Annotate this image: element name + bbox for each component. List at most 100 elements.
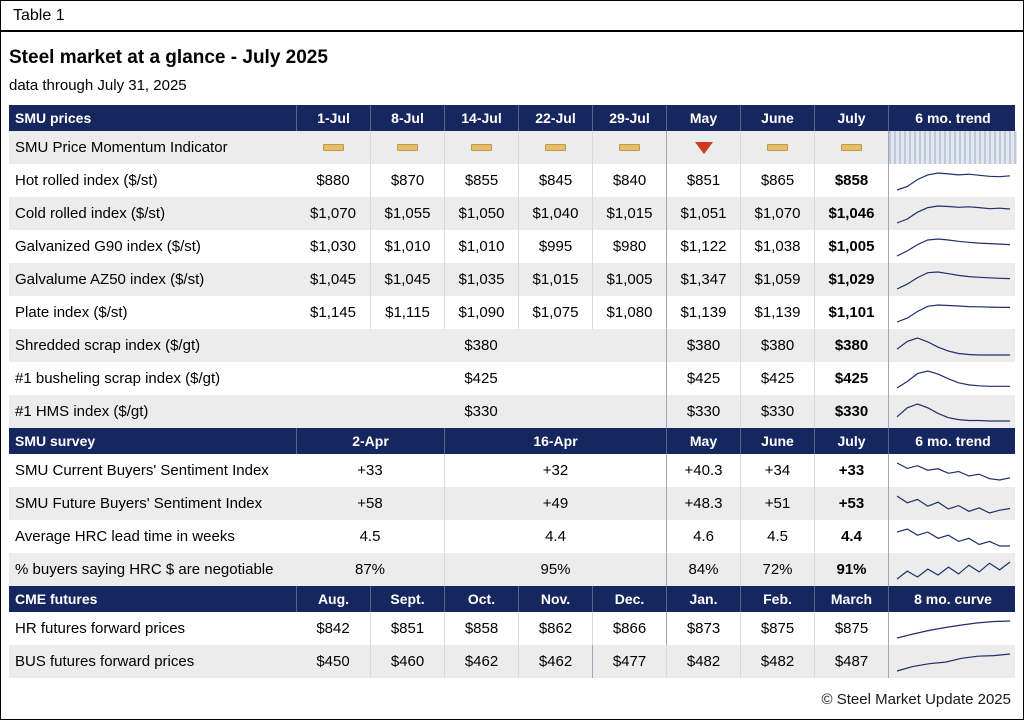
value-cell: +40.3 (666, 454, 740, 487)
value-cell (814, 131, 888, 164)
column-header: June (740, 428, 814, 454)
value-cell: $380 (666, 329, 740, 362)
value-cell: +51 (740, 487, 814, 520)
column-header: 29-Jul (592, 105, 666, 131)
copyright-notice: © Steel Market Update 2025 (821, 691, 1012, 708)
table-row: Galvanized G90 index ($/st) $1,030 $1,010 $… (9, 230, 1015, 263)
trend-cell (888, 362, 1017, 395)
value-cell: $462 (518, 645, 592, 678)
trend-sparkline (896, 270, 1010, 290)
value-cell: $380 (464, 337, 498, 354)
trend-cell (888, 553, 1017, 586)
trend-sparkline (896, 619, 1010, 639)
row-label: HR futures forward prices (15, 620, 186, 637)
column-header: Nov. (518, 586, 592, 612)
column-header: 16-Apr (444, 428, 666, 454)
value-cell: 4.4 (814, 520, 888, 553)
value-cell (296, 131, 370, 164)
value-cell: $1,059 (740, 263, 814, 296)
momentum-flat-icon (619, 144, 640, 151)
table-row: SMU Price Momentum Indicator (9, 131, 1017, 164)
value-cell (370, 131, 444, 164)
column-header: 14-Jul (444, 105, 518, 131)
trend-sparkline (896, 369, 1010, 389)
trend-cell (888, 197, 1017, 230)
trend-cell (888, 230, 1017, 263)
momentum-flat-icon (471, 144, 492, 151)
value-cell: $462 (444, 645, 518, 678)
value-cell: $330 (464, 403, 498, 420)
value-cell: $1,075 (518, 296, 592, 329)
value-cell: $1,005 (814, 230, 888, 263)
value-cell: $450 (316, 653, 350, 670)
value-cell: $1,055 (370, 197, 444, 230)
value-cell: +53 (814, 487, 888, 520)
table-row: #1 HMS index ($/gt) $330 $330 $330 $330 (9, 395, 1015, 428)
momentum-flat-icon (322, 144, 344, 151)
column-header: May (666, 428, 740, 454)
column-header: 8-Jul (370, 105, 444, 131)
value-cell: $330 (740, 395, 814, 428)
column-header: March (814, 586, 888, 612)
value-cell: $1,090 (444, 296, 518, 329)
trend-cell (888, 164, 1017, 197)
momentum-flat-icon (545, 144, 566, 151)
value-cell: $1,010 (370, 230, 444, 263)
table-row: Cold rolled index ($/st) $1,070 $1,055 $1,0… (9, 197, 1015, 230)
table-row: Shredded scrap index ($/gt) $380 $380 $380 $… (9, 329, 1015, 362)
value-cell: $425 (666, 362, 740, 395)
value-cell: $845 (518, 164, 592, 197)
table-row: SMU Current Buyers' Sentiment Index +33 +3… (9, 454, 1015, 487)
value-cell: 4.5 (359, 528, 381, 545)
value-cell: $840 (592, 164, 666, 197)
value-cell: 91% (814, 553, 888, 586)
momentum-flat-icon (841, 144, 862, 151)
value-cell: $1,145 (310, 304, 356, 321)
value-cell: 95% (444, 553, 666, 586)
trend-cell (888, 520, 1017, 553)
table-row: #1 busheling scrap index ($/gt) $425 $425 $… (9, 362, 1015, 395)
row-label: Plate index ($/st) (15, 304, 128, 321)
value-cell: $1,050 (444, 197, 518, 230)
value-cell: $1,080 (592, 296, 666, 329)
value-cell: $858 (814, 164, 888, 197)
trend-column-header: 6 mo. trend (888, 105, 1017, 131)
column-header: June (740, 105, 814, 131)
trend-sparkline (896, 237, 1010, 257)
momentum-down-icon (694, 141, 713, 154)
value-cell: $1,015 (592, 197, 666, 230)
value-cell: +49 (444, 487, 666, 520)
value-cell: $1,035 (444, 263, 518, 296)
column-header: Dec. (592, 586, 666, 612)
trend-cell (888, 263, 1017, 296)
table-row: Plate index ($/st) $1,145 $1,115 $1,090 $1,0… (9, 296, 1015, 329)
page-title: Steel market at a glance - July 2025 (9, 47, 328, 68)
value-cell: $425 (814, 362, 888, 395)
row-label: #1 busheling scrap index ($/gt) (15, 370, 221, 387)
row-label: Galvalume AZ50 index ($/st) (15, 271, 205, 288)
value-cell: $1,046 (814, 197, 888, 230)
page-subtitle: data through July 31, 2025 (9, 77, 187, 94)
value-cell: $477 (592, 645, 666, 678)
column-header: 1-Jul (296, 105, 370, 131)
value-cell: $1,030 (310, 238, 356, 255)
trend-cell (888, 329, 1017, 362)
trend-sparkline (896, 171, 1010, 191)
value-cell: $1,029 (814, 263, 888, 296)
column-header: 22-Jul (518, 105, 592, 131)
content: Steel market at a glance - July 2025 dat… (1, 47, 1023, 708)
value-cell: +33 (814, 454, 888, 487)
value-cell: $1,070 (310, 205, 356, 222)
value-cell: $1,015 (518, 263, 592, 296)
value-cell: $842 (316, 620, 350, 637)
value-cell: $851 (370, 612, 444, 645)
row-label: Average HRC lead time in weeks (15, 528, 235, 545)
trend-cell (888, 395, 1017, 428)
value-cell: $380 (814, 329, 888, 362)
value-cell: $425 (740, 362, 814, 395)
trend-sparkline (896, 527, 1010, 547)
value-cell: $851 (666, 164, 740, 197)
trend-sparkline (896, 402, 1010, 422)
column-header: July (814, 105, 888, 131)
